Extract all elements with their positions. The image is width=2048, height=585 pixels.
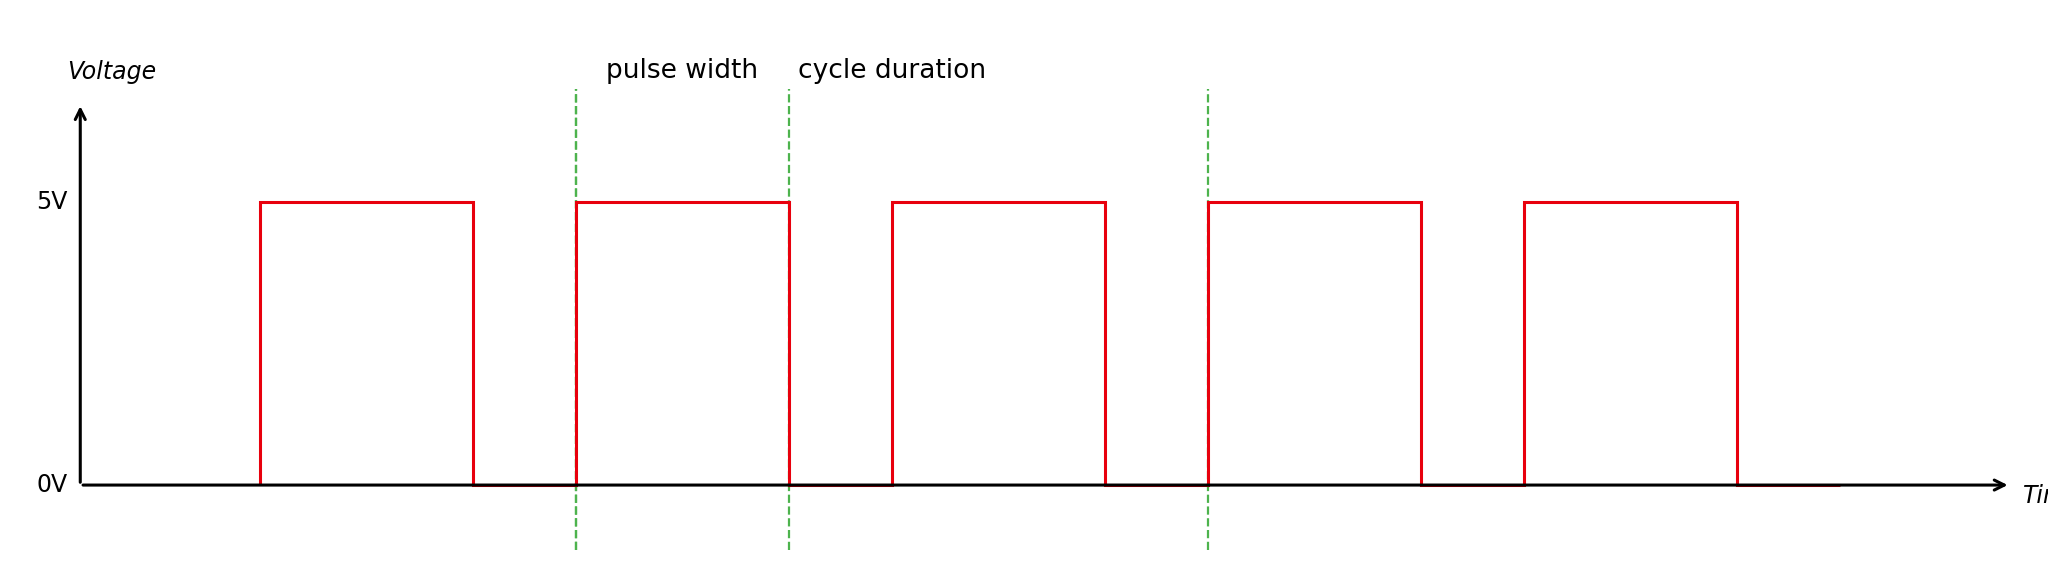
Text: pulse width: pulse width: [606, 57, 758, 84]
Text: cycle duration: cycle duration: [797, 57, 985, 84]
Text: Voltage: Voltage: [68, 60, 156, 84]
Text: Time: Time: [2023, 484, 2048, 508]
Text: 0V: 0V: [37, 473, 68, 497]
Text: 5V: 5V: [37, 190, 68, 214]
